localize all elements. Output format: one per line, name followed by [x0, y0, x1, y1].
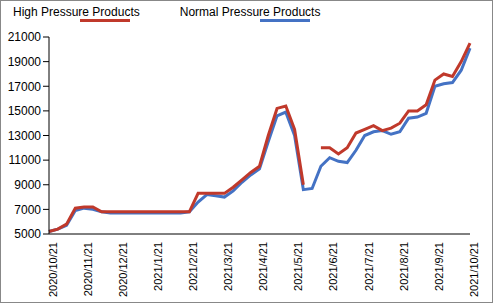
svg-text:2021/10/21: 2021/10/21	[468, 242, 480, 297]
svg-text:13000: 13000	[8, 129, 41, 143]
svg-text:5000: 5000	[14, 227, 41, 241]
svg-text:19000: 19000	[8, 55, 41, 69]
svg-text:2021/5/21: 2021/5/21	[292, 242, 304, 291]
svg-text:2021/4/21: 2021/4/21	[257, 242, 269, 291]
svg-text:15000: 15000	[8, 104, 41, 118]
svg-text:2021/1/21: 2021/1/21	[152, 242, 164, 291]
svg-text:2021/9/21: 2021/9/21	[433, 242, 445, 291]
svg-text:2021/8/21: 2021/8/21	[398, 242, 410, 291]
svg-text:2021/2/21: 2021/2/21	[187, 242, 199, 291]
svg-text:2020/11/21: 2020/11/21	[82, 242, 94, 296]
svg-text:2020/12/21: 2020/12/21	[117, 242, 129, 297]
svg-text:9000: 9000	[14, 178, 41, 192]
svg-text:2021/7/21: 2021/7/21	[363, 242, 375, 291]
html-text:High Pressure Products: High Pressure Products	[13, 5, 140, 19]
svg-text:2021/3/21: 2021/3/21	[222, 242, 234, 291]
svg-text:7000: 7000	[14, 203, 41, 217]
svg-text:2021/6/21: 2021/6/21	[327, 242, 339, 291]
html-text:Normal Pressure Products: Normal Pressure Products	[179, 5, 321, 19]
svg-text:11000: 11000	[9, 153, 42, 167]
svg-text:2020/10/21: 2020/10/21	[47, 242, 59, 297]
svg-text:17000: 17000	[8, 80, 41, 94]
svg-text:21000: 21000	[8, 30, 41, 44]
